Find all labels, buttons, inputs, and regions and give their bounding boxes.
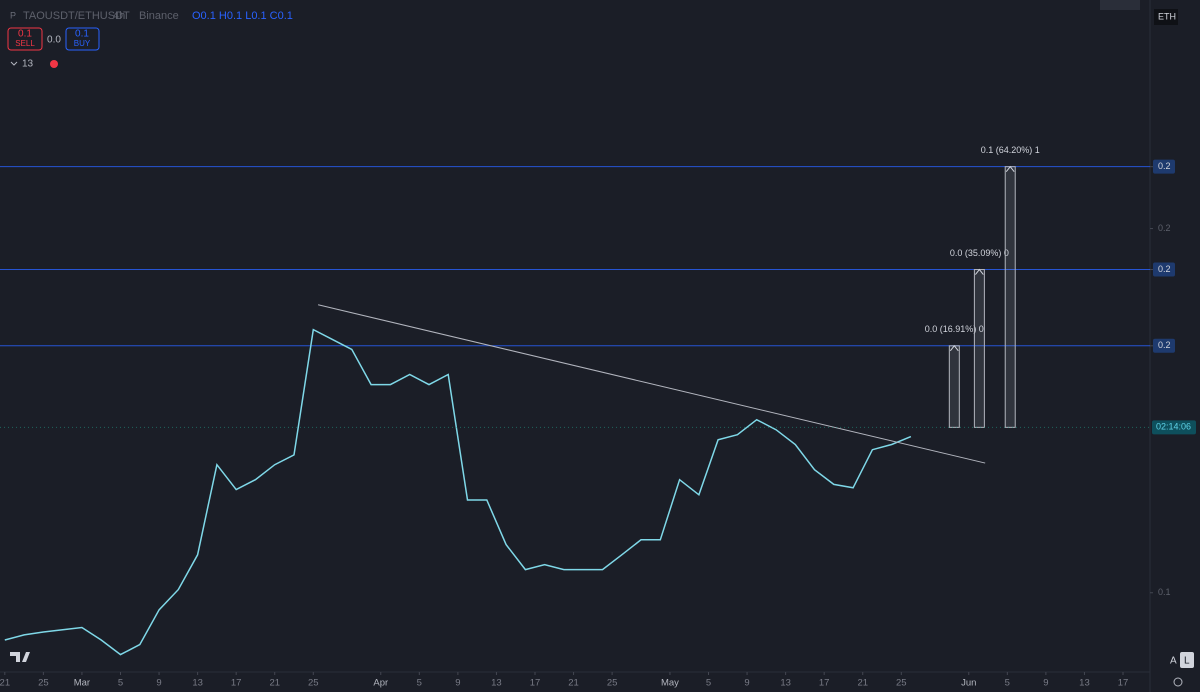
trendline: [317, 304, 986, 464]
warning-icon[interactable]: [50, 60, 58, 68]
x-tick-label: May: [661, 678, 679, 689]
price-line: [4, 328, 912, 656]
settings-icon[interactable]: [1173, 677, 1183, 687]
x-tick-label: 17: [819, 678, 830, 689]
log-scale-button[interactable]: L: [1184, 656, 1190, 667]
exchange: Binance: [139, 10, 179, 22]
x-tick-label: 5: [1005, 678, 1010, 689]
y-tick-label: 0.2: [1158, 264, 1171, 274]
x-tick-label: 17: [1118, 678, 1129, 689]
sell-price: 0.1: [18, 29, 32, 40]
x-tick-label: 9: [1043, 678, 1048, 689]
log-scale-box[interactable]: [1180, 652, 1194, 668]
interval[interactable]: 4h: [113, 10, 125, 22]
x-tick-label: 13: [192, 678, 203, 689]
symbol[interactable]: TAOUSDT/ETHUSDT: [23, 10, 130, 22]
target-range: [973, 269, 985, 428]
x-tick-label: 5: [417, 678, 422, 689]
x-tick-label: 25: [607, 678, 618, 689]
brand-logo: [10, 652, 30, 662]
target-label: 0.1 (64.20%) 1: [981, 145, 1040, 155]
x-tick-label: 17: [530, 678, 541, 689]
plot: 0.0 (16.91%) 0 0.0 (35.09%) 0 0.1 (64.20%)…: [0, 145, 1150, 656]
current-price-label: 02:14:06: [1156, 422, 1191, 432]
target-label: 0.0 (16.91%) 0: [925, 324, 984, 334]
x-tick-label: 25: [308, 678, 319, 689]
y-tick-box: [1153, 338, 1175, 353]
x-tick-label: 17: [231, 678, 242, 689]
x-tick-label: 21: [568, 678, 579, 689]
x-tick-label: 25: [896, 678, 907, 689]
x-tick-label: 5: [118, 678, 123, 689]
buy-price: 0.1: [75, 29, 89, 40]
x-tick-label: 21: [269, 678, 280, 689]
currency-box[interactable]: [1154, 9, 1178, 25]
x-tick-label: 13: [491, 678, 502, 689]
target-arrow: [1005, 165, 1015, 172]
x-tick-label: 9: [156, 678, 161, 689]
indicators-count[interactable]: 13: [22, 59, 34, 70]
x-tick-label: Jun: [961, 678, 976, 689]
y-tick-label: 0.2: [1158, 161, 1171, 171]
collapse-icon[interactable]: [10, 61, 18, 66]
auto-scale-button[interactable]: A: [1170, 656, 1177, 667]
y-tick-label: 0.2: [1158, 340, 1171, 350]
x-tick-label: 9: [744, 678, 749, 689]
sell-label: SELL: [15, 39, 35, 48]
sell-button[interactable]: [7, 27, 43, 51]
x-tick-label: 5: [706, 678, 711, 689]
y-tick-label: 0.2: [1158, 223, 1171, 233]
target-range: [1004, 166, 1016, 428]
x-tick-label: 21: [0, 678, 10, 689]
y-tick-label: 0.1: [1158, 587, 1171, 597]
logo: P: [10, 10, 16, 20]
target-label: 0.0 (35.09%) 0: [950, 248, 1009, 258]
x-tick-label: 13: [780, 678, 791, 689]
y-tick-box: [1153, 262, 1175, 277]
target-arrow: [949, 345, 959, 352]
buy-button[interactable]: [65, 27, 100, 51]
x-tick-label: Apr: [373, 678, 388, 689]
buy-label: BUY: [74, 39, 91, 48]
toolbar-stub: [1100, 0, 1140, 10]
x-tick-label: 25: [38, 678, 49, 689]
x-tick-label: 21: [857, 678, 868, 689]
spread: 0.0: [47, 35, 61, 46]
x-tick-label: 9: [455, 678, 460, 689]
x-tick-label: Mar: [74, 678, 90, 689]
target-arrow: [974, 268, 984, 275]
target-range: [948, 345, 960, 428]
currency: ETH: [1158, 11, 1176, 21]
x-tick-label: 13: [1079, 678, 1090, 689]
ohlc: O0.1 H0.1 L0.1 C0.1: [192, 10, 293, 22]
current-price-box: [1152, 420, 1196, 435]
y-tick-box: [1153, 159, 1175, 174]
